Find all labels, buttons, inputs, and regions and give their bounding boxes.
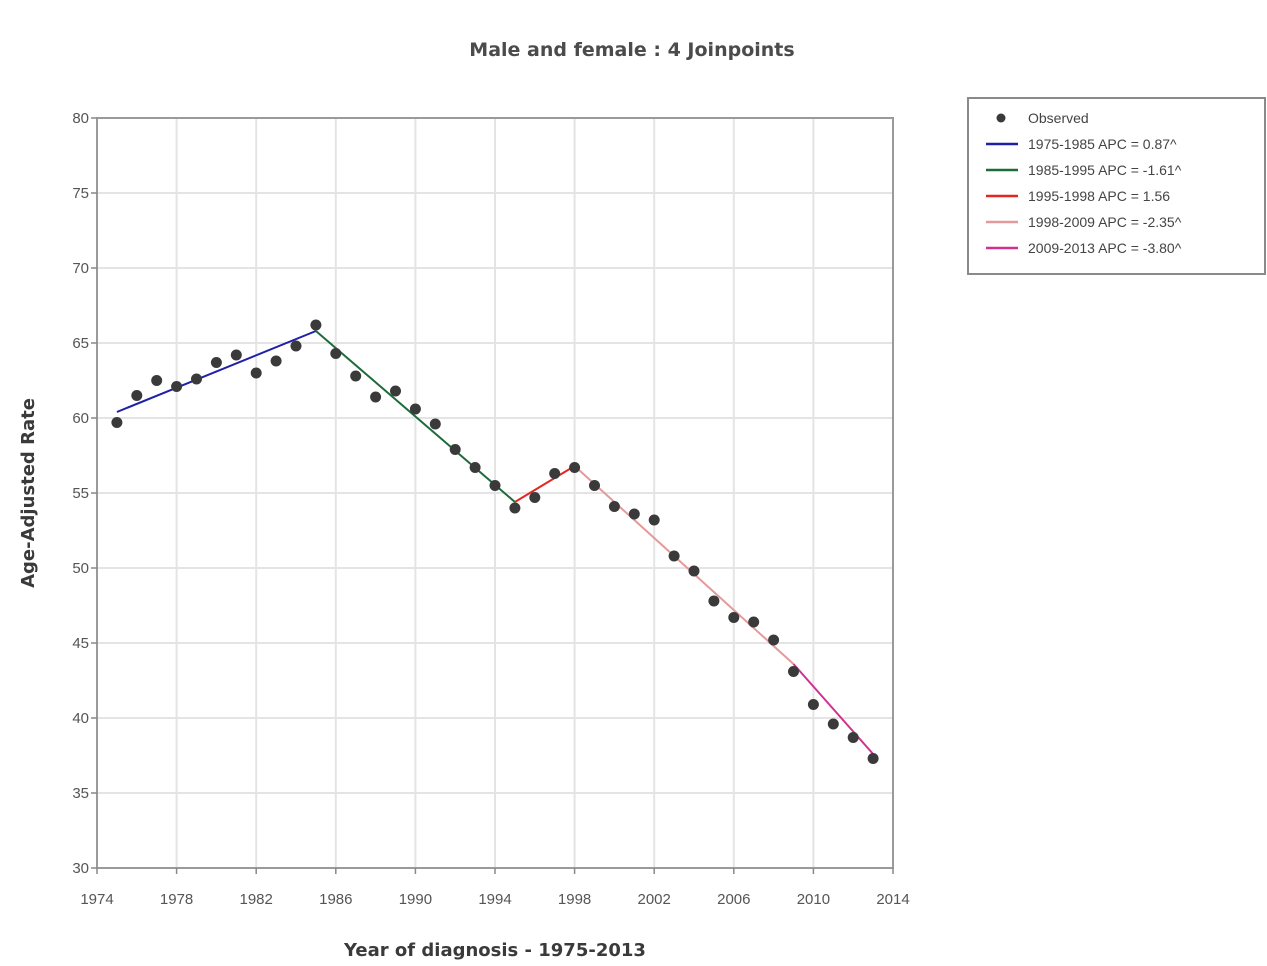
legend-label: Observed	[1028, 110, 1089, 126]
legend-box	[967, 97, 1266, 275]
observed-point	[210, 357, 222, 368]
observed-point	[230, 349, 242, 361]
observed-point	[290, 340, 302, 352]
x-tick-label: 2002	[638, 891, 671, 908]
y-tick-label: 40	[72, 710, 89, 727]
x-tick-label: 1998	[558, 891, 591, 908]
observed-point	[270, 355, 282, 367]
y-tick-label: 30	[72, 860, 89, 877]
y-tick-label: 80	[72, 110, 89, 127]
observed-point	[847, 732, 859, 743]
y-axis-label: Age-Adjusted Rate	[18, 398, 39, 588]
x-tick-label: 2010	[797, 891, 830, 908]
observed-point	[330, 348, 342, 359]
legend-label: 1975-1985 APC = 0.87^	[1028, 136, 1177, 152]
joinpoint-segment-line	[573, 465, 795, 665]
observed-point	[608, 501, 620, 512]
observed-point	[171, 381, 183, 392]
observed-point	[748, 616, 760, 628]
y-tick-label: 65	[72, 335, 89, 352]
legend-marker	[996, 113, 1006, 123]
observed-point	[628, 508, 640, 520]
joinpoint-lines	[116, 330, 874, 755]
observed-point	[688, 565, 700, 577]
joinpoint-segment-line	[514, 465, 576, 503]
observed-point	[728, 612, 740, 623]
x-tick-label: 1990	[399, 891, 432, 908]
axis-ticks: 1974 1978 1982 1986 1990 1994 1998 2002 2006 2010…	[72, 110, 909, 908]
y-tick-label: 35	[72, 785, 89, 802]
y-tick-label: 55	[72, 485, 89, 502]
x-tick-label: 2006	[717, 891, 750, 908]
legend: Observed 1975-1985 APC = 0.87^ 1985-1995 A…	[967, 97, 1266, 275]
observed-point	[111, 417, 123, 428]
legend-label: 1995-1998 APC = 1.56	[1028, 188, 1170, 204]
x-tick-label: 1986	[319, 891, 352, 908]
observed-point	[807, 699, 819, 710]
observed-point	[529, 492, 541, 503]
observed-point	[350, 370, 362, 382]
observed-point	[310, 319, 322, 331]
x-tick-label: 1978	[160, 891, 193, 908]
observed-point	[409, 403, 421, 415]
x-axis-label: Year of diagnosis - 1975-2013	[343, 940, 646, 961]
chart-title: Male and female : 4 Joinpoints	[469, 39, 794, 61]
observed-point	[191, 373, 202, 385]
y-tick-label: 60	[72, 410, 89, 427]
observed-points	[111, 319, 879, 764]
y-tick-label: 70	[72, 260, 89, 277]
observed-point	[489, 480, 501, 491]
joinpoint-segment-line	[315, 330, 516, 503]
x-tick-label: 2014	[876, 891, 909, 908]
x-tick-label: 1982	[240, 891, 273, 908]
observed-point	[768, 634, 780, 646]
observed-point	[429, 418, 441, 430]
legend-label: 1985-1995 APC = -1.61^	[1028, 162, 1182, 178]
legend-label: 1998-2009 APC = -2.35^	[1028, 214, 1182, 230]
observed-point	[250, 367, 262, 379]
observed-point	[509, 502, 521, 514]
observed-point	[668, 550, 680, 562]
joinpoint-segment-line	[792, 663, 874, 755]
observed-point	[648, 514, 660, 526]
observed-point	[788, 666, 799, 677]
y-tick-label: 75	[72, 185, 89, 202]
y-tick-label: 50	[72, 560, 89, 577]
x-tick-label: 1974	[80, 891, 113, 908]
observed-point	[708, 595, 720, 607]
observed-point	[449, 444, 461, 455]
observed-point	[131, 390, 143, 401]
observed-point	[469, 462, 481, 473]
joinpoint-segment-line	[116, 330, 317, 413]
x-tick-label: 1994	[478, 891, 511, 908]
observed-point	[390, 385, 401, 397]
observed-point	[867, 753, 879, 764]
observed-point	[370, 391, 382, 403]
plot-grid	[96, 117, 894, 869]
observed-point	[151, 375, 163, 386]
observed-point	[589, 480, 600, 491]
y-tick-label: 45	[72, 635, 89, 652]
legend-label: 2009-2013 APC = -3.80^	[1028, 240, 1182, 256]
observed-point	[549, 468, 561, 479]
observed-point	[569, 462, 581, 473]
observed-point	[827, 718, 839, 730]
